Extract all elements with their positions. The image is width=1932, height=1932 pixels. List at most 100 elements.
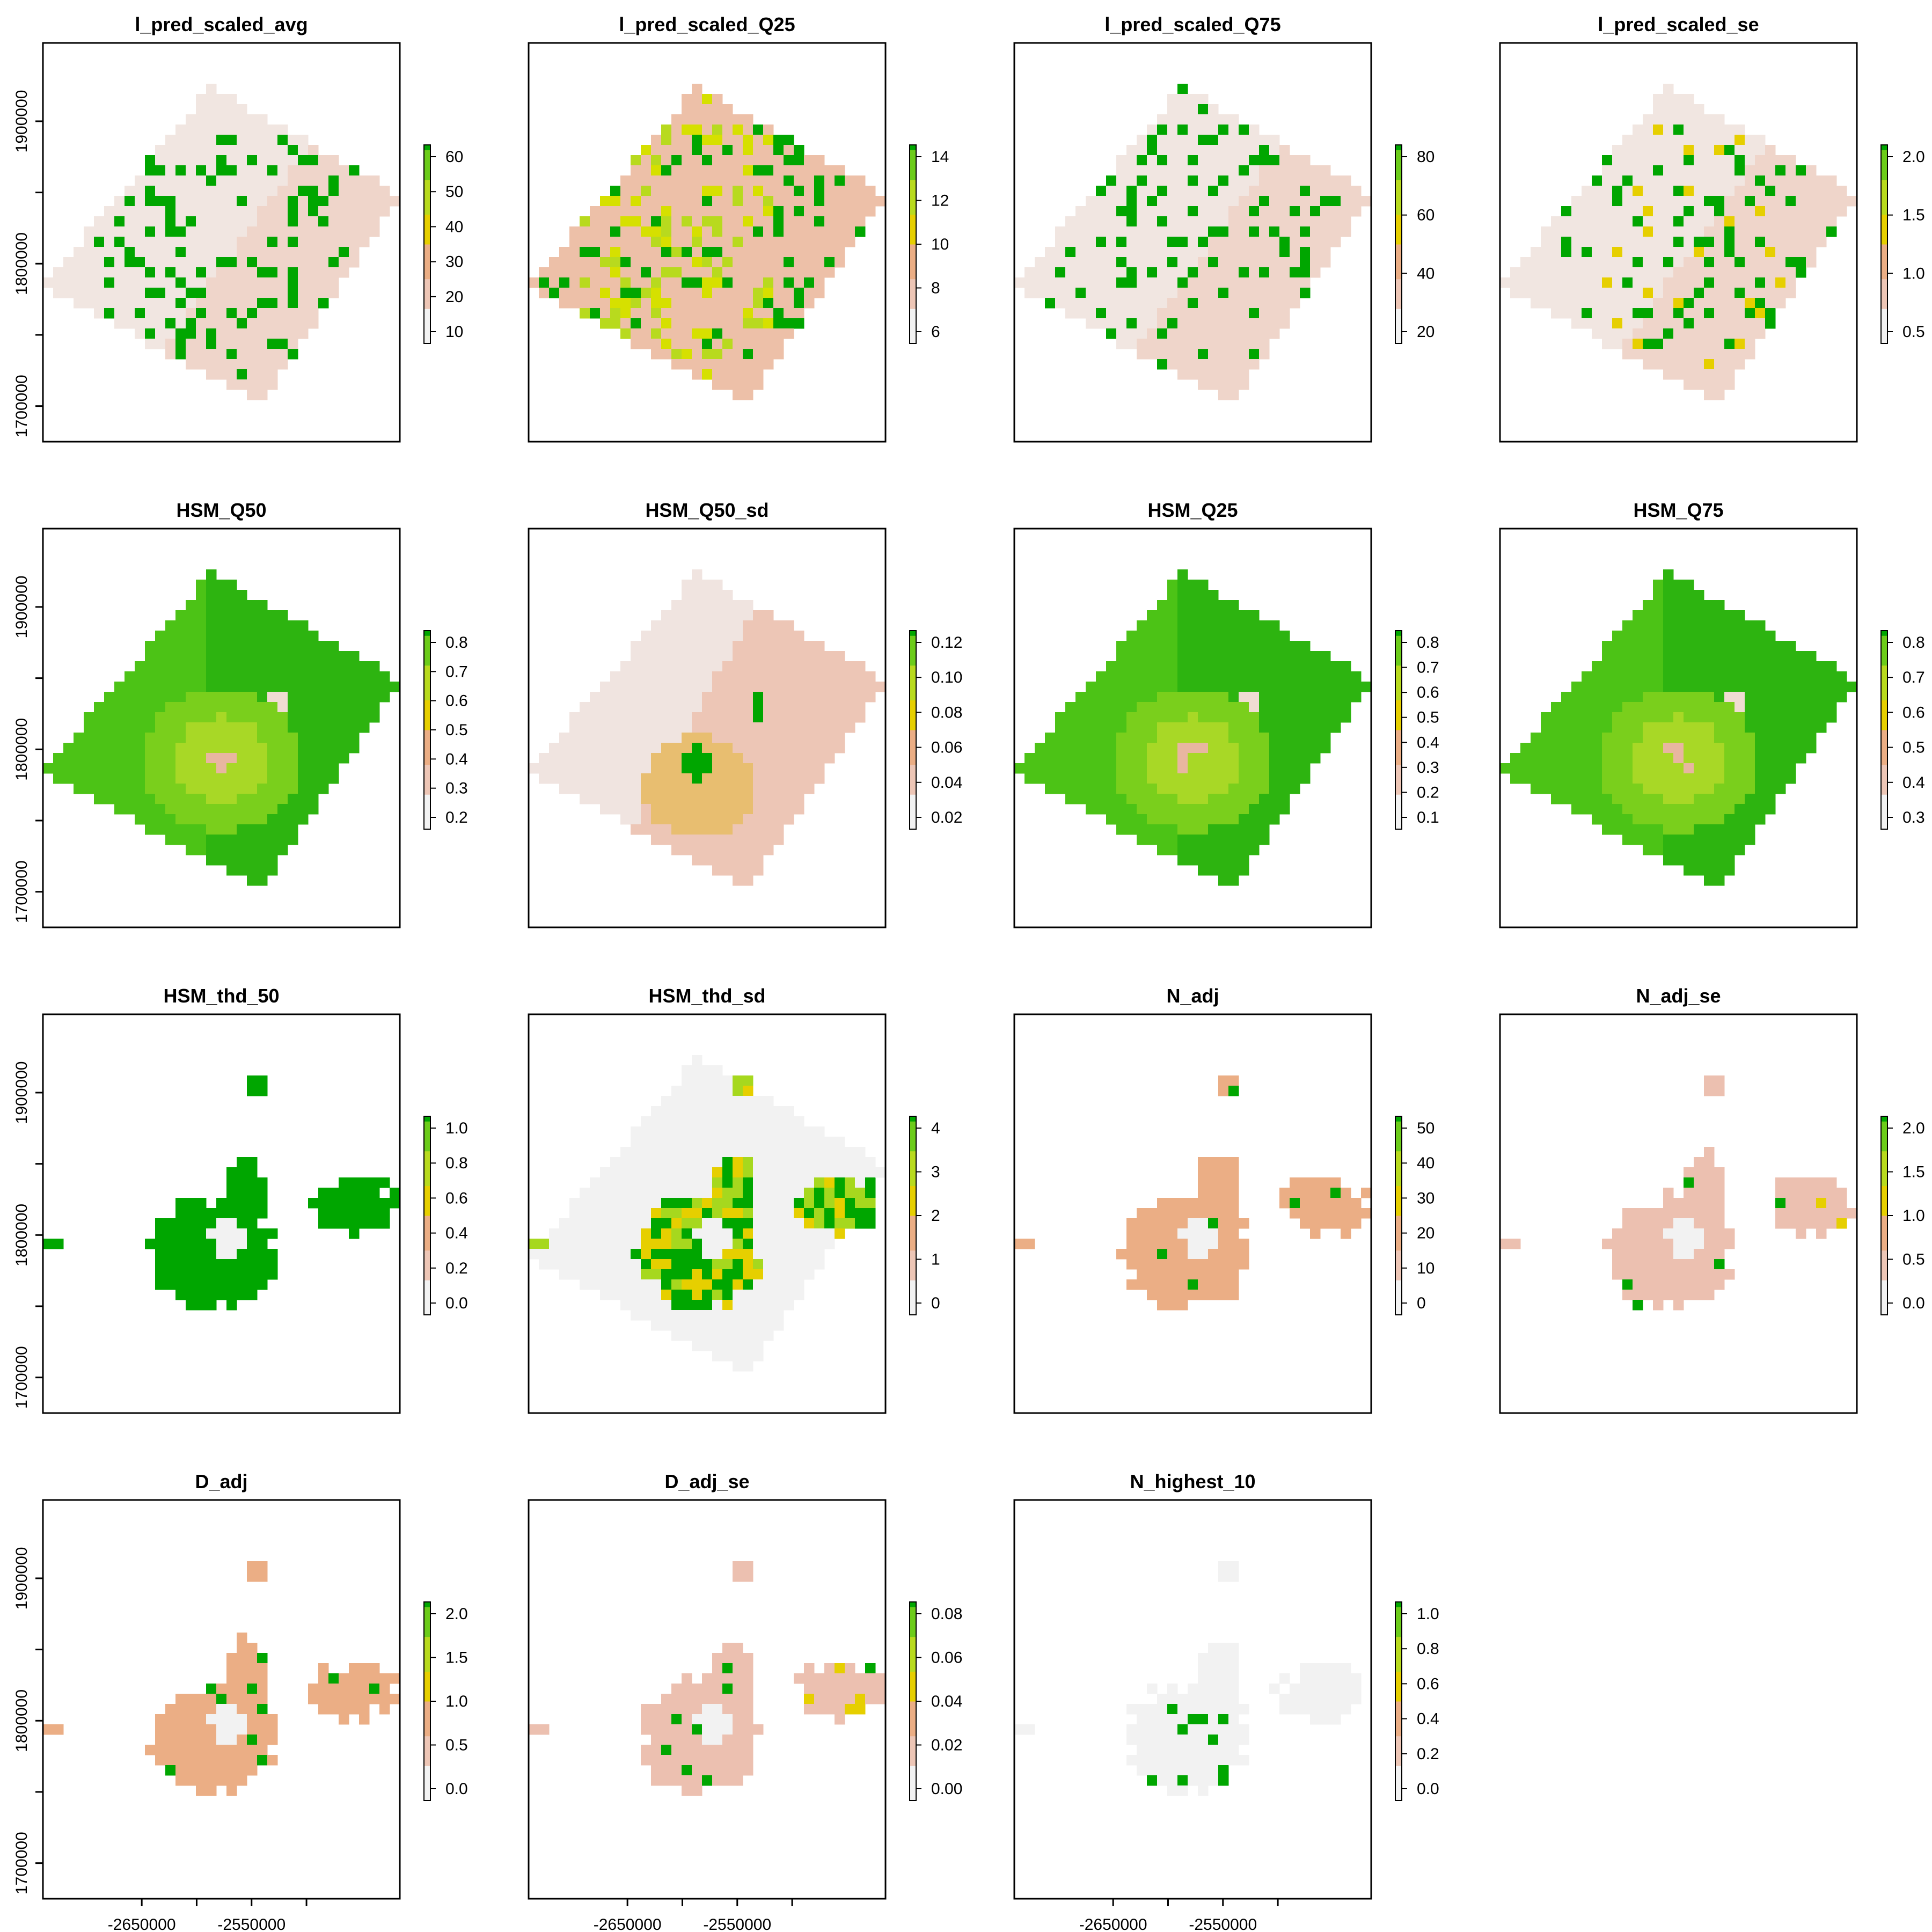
- raster-cell: [298, 135, 309, 145]
- raster-cell: [1673, 580, 1684, 590]
- raster-cell: [206, 114, 217, 125]
- raster-cell: [631, 226, 641, 237]
- raster-cell: [247, 237, 258, 247]
- raster-cell: [549, 267, 560, 278]
- raster-cell: [257, 298, 268, 309]
- raster-cell: [1673, 753, 1684, 764]
- raster-cell: [692, 671, 702, 682]
- raster-cell: [175, 165, 186, 176]
- raster-cell: [1198, 104, 1209, 115]
- raster-cell: [226, 773, 237, 784]
- raster-cell: [288, 651, 298, 662]
- raster-cell: [1663, 804, 1674, 815]
- colorbar-segment: [910, 328, 916, 334]
- raster-cell: [125, 277, 135, 288]
- raster-cell: [298, 267, 309, 278]
- raster-cell: [104, 288, 115, 298]
- raster-cell: [155, 722, 166, 733]
- raster-cell: [1633, 824, 1643, 835]
- raster-cell: [702, 712, 713, 723]
- raster-cell: [1735, 692, 1745, 702]
- raster-cell: [1775, 288, 1786, 298]
- raster-cell: [1541, 743, 1552, 753]
- raster-cell: [733, 641, 743, 652]
- raster-cell: [125, 804, 135, 815]
- raster-cell: [682, 580, 692, 590]
- raster-cell: [1218, 186, 1229, 196]
- raster-cell: [590, 288, 601, 298]
- raster-cell: [600, 682, 611, 692]
- raster-cell: [298, 328, 309, 339]
- raster-cell: [1157, 794, 1168, 804]
- colorbar-segment: [424, 279, 430, 284]
- raster-cell: [1633, 702, 1643, 713]
- raster-cell: [682, 114, 692, 125]
- raster-cell: [743, 379, 753, 390]
- raster-cell: [63, 267, 74, 278]
- raster-cell: [692, 804, 702, 815]
- raster-cell: [94, 712, 105, 723]
- raster-cell: [1653, 590, 1664, 601]
- raster-cell: [692, 682, 702, 692]
- raster-cell: [580, 794, 590, 804]
- raster-cell: [1785, 753, 1796, 764]
- raster-cell: [1188, 753, 1198, 764]
- raster-cell: [763, 763, 774, 774]
- raster-cell: [1086, 206, 1096, 217]
- colorbar-segment: [1395, 309, 1402, 314]
- raster-cell: [267, 257, 278, 268]
- raster-cell: [318, 288, 329, 298]
- raster-cell: [1571, 247, 1582, 258]
- raster-cell: [226, 620, 237, 631]
- raster-cell: [733, 257, 743, 268]
- raster-cell: [1673, 104, 1684, 115]
- raster-cell: [155, 702, 166, 713]
- raster-cell: [1351, 206, 1362, 217]
- raster-cell: [773, 206, 784, 217]
- raster-cell: [1167, 580, 1178, 590]
- raster-cell: [835, 661, 845, 672]
- raster-cell: [1239, 671, 1249, 682]
- raster-cell: [1684, 610, 1694, 621]
- raster-cell: [226, 267, 237, 278]
- raster-cell: [1137, 165, 1147, 176]
- raster-cells: [529, 569, 886, 886]
- raster-cell: [855, 712, 866, 723]
- raster-cell: [135, 277, 145, 288]
- raster-cell: [702, 196, 713, 207]
- raster-cell: [196, 226, 207, 237]
- raster-cell: [753, 165, 764, 176]
- raster-cell: [1239, 125, 1249, 135]
- raster-cell: [1684, 125, 1694, 135]
- raster-cell: [1167, 328, 1178, 339]
- raster-cell: [1126, 328, 1137, 339]
- raster-cell: [1259, 257, 1270, 268]
- raster-cell: [733, 682, 743, 692]
- raster-cell: [1806, 712, 1817, 723]
- raster-cell: [1755, 318, 1766, 329]
- raster-cell: [226, 600, 237, 611]
- raster-cell: [298, 784, 309, 794]
- raster-cell: [590, 794, 601, 804]
- raster-cell: [1643, 773, 1653, 784]
- raster-cell: [1106, 794, 1117, 804]
- legend-label: 0.3: [445, 780, 468, 797]
- raster-cell: [814, 661, 825, 672]
- panel-title: HSM_Q25: [1147, 499, 1238, 521]
- raster-cell: [1592, 753, 1602, 764]
- raster-cell: [1075, 298, 1086, 309]
- raster-cell: [1745, 692, 1755, 702]
- raster-cell: [1188, 600, 1198, 611]
- raster-cell: [1714, 226, 1725, 237]
- raster-cell: [1714, 835, 1725, 845]
- raster-cell: [155, 257, 166, 268]
- raster-cell: [135, 247, 145, 258]
- raster-cell: [1510, 267, 1521, 278]
- raster-cell: [580, 288, 590, 298]
- raster-cell: [1228, 277, 1239, 288]
- raster-cell: [1300, 165, 1311, 176]
- raster-cell: [308, 702, 319, 713]
- raster-cell: [1775, 186, 1786, 196]
- raster-cell: [712, 145, 723, 156]
- raster-cell: [1531, 753, 1541, 764]
